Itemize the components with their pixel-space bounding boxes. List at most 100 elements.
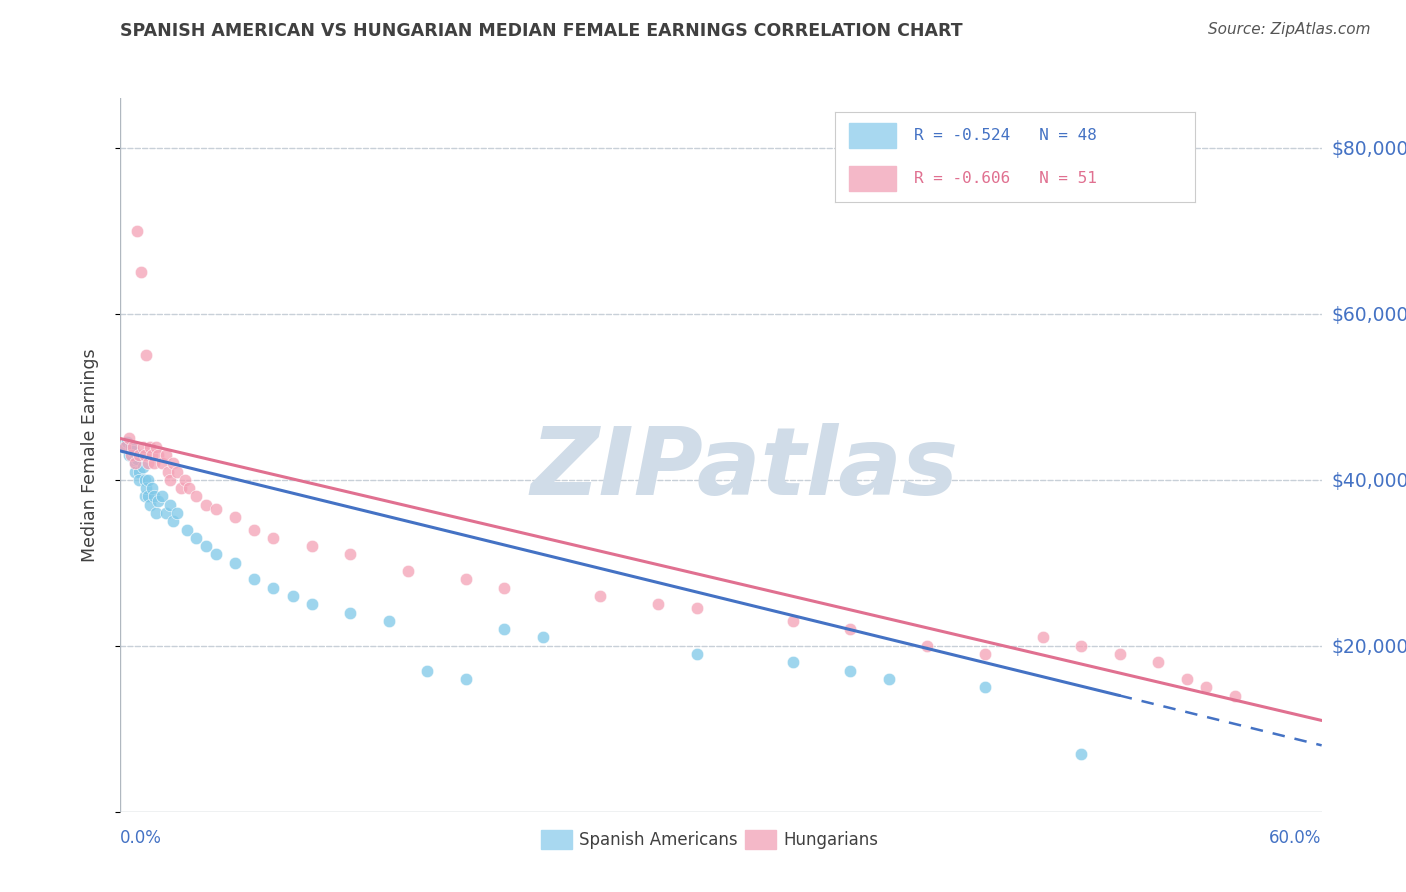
Text: Spanish Americans: Spanish Americans — [579, 831, 738, 849]
Point — [839, 664, 862, 678]
Point — [1195, 680, 1218, 694]
Point — [114, 440, 136, 454]
Point — [177, 481, 200, 495]
Point — [122, 443, 145, 458]
Point — [1108, 647, 1130, 661]
Point — [204, 548, 226, 562]
Point — [170, 481, 193, 495]
Point — [155, 448, 177, 462]
Point — [159, 473, 181, 487]
Point — [138, 490, 160, 504]
Point — [224, 556, 246, 570]
Point — [782, 614, 804, 628]
Point — [141, 448, 163, 462]
Point — [378, 614, 401, 628]
Point — [782, 656, 804, 670]
Point — [1070, 747, 1092, 761]
Point — [129, 448, 152, 462]
Point — [138, 456, 160, 470]
Point — [120, 440, 142, 454]
Point — [454, 573, 477, 587]
Point — [134, 448, 156, 462]
Point — [166, 506, 188, 520]
Point — [647, 597, 669, 611]
Point — [143, 490, 166, 504]
Point — [186, 490, 208, 504]
Point — [120, 448, 142, 462]
Point — [129, 265, 152, 279]
Point — [138, 473, 160, 487]
Point — [176, 523, 198, 537]
Point — [195, 498, 218, 512]
Point — [159, 498, 181, 512]
Point — [204, 501, 226, 516]
Point — [124, 456, 146, 470]
Point — [128, 448, 150, 462]
Point — [134, 490, 156, 504]
Point — [195, 539, 218, 553]
Point — [134, 473, 156, 487]
Point — [339, 548, 361, 562]
Point — [128, 473, 150, 487]
Point — [494, 581, 516, 595]
Point — [1032, 631, 1054, 645]
Y-axis label: Median Female Earnings: Median Female Earnings — [80, 348, 98, 562]
Point — [112, 440, 135, 454]
Point — [118, 448, 141, 462]
Point — [917, 639, 939, 653]
Point — [125, 224, 148, 238]
Point — [877, 672, 900, 686]
Point — [224, 510, 246, 524]
Point — [685, 601, 707, 615]
Point — [125, 452, 148, 467]
Point — [139, 498, 162, 512]
Point — [1070, 639, 1092, 653]
Point — [974, 680, 997, 694]
Point — [139, 440, 162, 454]
Point — [146, 493, 169, 508]
Point — [396, 564, 419, 578]
Point — [124, 456, 146, 470]
Point — [155, 506, 177, 520]
Point — [301, 539, 323, 553]
Point — [531, 631, 554, 645]
Bar — [745, 830, 776, 849]
Point — [262, 531, 284, 545]
Point — [166, 465, 188, 479]
Point — [156, 465, 179, 479]
Point — [145, 506, 167, 520]
Point — [186, 531, 208, 545]
Text: Hungarians: Hungarians — [783, 831, 879, 849]
Point — [454, 672, 477, 686]
Point — [281, 589, 304, 603]
Text: ZIPatlas: ZIPatlas — [530, 423, 959, 516]
Point — [135, 481, 157, 495]
Point — [839, 622, 862, 636]
Point — [494, 622, 516, 636]
Point — [262, 581, 284, 595]
Point — [685, 647, 707, 661]
Point — [301, 597, 323, 611]
Text: SPANISH AMERICAN VS HUNGARIAN MEDIAN FEMALE EARNINGS CORRELATION CHART: SPANISH AMERICAN VS HUNGARIAN MEDIAN FEM… — [120, 22, 962, 40]
Point — [974, 647, 997, 661]
Point — [146, 448, 169, 462]
Point — [162, 514, 184, 528]
Point — [243, 523, 266, 537]
Point — [589, 589, 612, 603]
Point — [131, 460, 153, 475]
Point — [174, 473, 197, 487]
Point — [143, 456, 166, 470]
Point — [416, 664, 439, 678]
Point — [1175, 672, 1198, 686]
Point — [1147, 656, 1170, 670]
Point — [115, 435, 138, 450]
Point — [243, 573, 266, 587]
Point — [162, 456, 184, 470]
Point — [124, 465, 146, 479]
Point — [131, 440, 153, 454]
Point — [141, 481, 163, 495]
Point — [150, 456, 173, 470]
Text: Source: ZipAtlas.com: Source: ZipAtlas.com — [1208, 22, 1371, 37]
Point — [339, 606, 361, 620]
Point — [145, 440, 167, 454]
